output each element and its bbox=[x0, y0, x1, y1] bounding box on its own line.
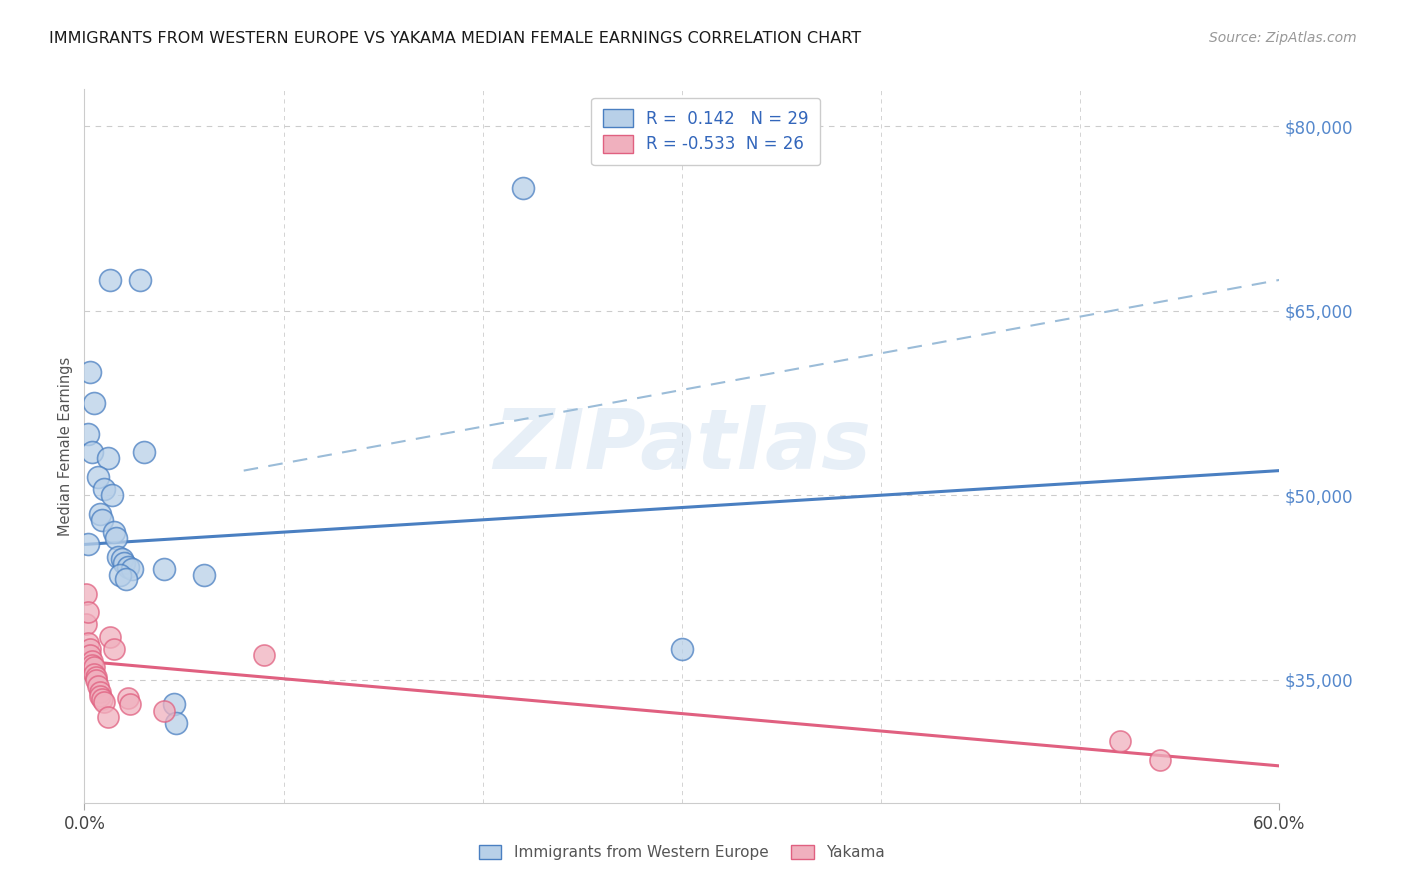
Point bbox=[82, 445, 104, 459]
Point bbox=[97, 709, 120, 723]
Point bbox=[671, 642, 693, 657]
Point bbox=[75, 617, 97, 632]
Point bbox=[121, 562, 143, 576]
Point bbox=[89, 507, 111, 521]
Point bbox=[83, 666, 105, 681]
Point bbox=[82, 654, 104, 668]
Point bbox=[77, 605, 100, 619]
Point bbox=[1109, 734, 1132, 748]
Point bbox=[111, 552, 134, 566]
Point bbox=[107, 549, 129, 564]
Point bbox=[163, 698, 186, 712]
Point bbox=[117, 691, 139, 706]
Point bbox=[153, 704, 176, 718]
Point bbox=[101, 488, 124, 502]
Point bbox=[103, 642, 125, 657]
Point bbox=[87, 469, 110, 483]
Point bbox=[253, 648, 276, 662]
Point bbox=[79, 648, 101, 662]
Point bbox=[115, 572, 138, 586]
Point bbox=[165, 715, 187, 730]
Point bbox=[117, 559, 139, 574]
Point bbox=[87, 679, 110, 693]
Text: Source: ZipAtlas.com: Source: ZipAtlas.com bbox=[1209, 31, 1357, 45]
Point bbox=[120, 698, 142, 712]
Y-axis label: Median Female Earnings: Median Female Earnings bbox=[58, 357, 73, 535]
Point bbox=[98, 273, 121, 287]
Point bbox=[98, 630, 121, 644]
Point bbox=[105, 531, 128, 545]
Point bbox=[82, 658, 104, 673]
Point bbox=[93, 482, 115, 496]
Point bbox=[89, 685, 111, 699]
Point bbox=[79, 365, 101, 379]
Point bbox=[83, 660, 105, 674]
Point bbox=[86, 673, 108, 687]
Point bbox=[83, 396, 105, 410]
Point bbox=[79, 642, 101, 657]
Point bbox=[129, 273, 152, 287]
Point bbox=[512, 180, 534, 194]
Point bbox=[89, 689, 111, 703]
Point bbox=[77, 537, 100, 551]
Point bbox=[86, 670, 108, 684]
Point bbox=[103, 525, 125, 540]
Point bbox=[132, 445, 156, 459]
Point bbox=[93, 695, 115, 709]
Legend: Immigrants from Western Europe, Yakama: Immigrants from Western Europe, Yakama bbox=[472, 839, 891, 866]
Text: ZIPatlas: ZIPatlas bbox=[494, 406, 870, 486]
Point bbox=[112, 556, 135, 570]
Point bbox=[75, 587, 97, 601]
Point bbox=[193, 568, 215, 582]
Point bbox=[77, 426, 100, 441]
Point bbox=[153, 562, 176, 576]
Point bbox=[77, 636, 100, 650]
Text: IMMIGRANTS FROM WESTERN EUROPE VS YAKAMA MEDIAN FEMALE EARNINGS CORRELATION CHAR: IMMIGRANTS FROM WESTERN EUROPE VS YAKAMA… bbox=[49, 31, 862, 46]
Point bbox=[1149, 753, 1171, 767]
Point bbox=[91, 513, 114, 527]
Point bbox=[110, 568, 132, 582]
Point bbox=[91, 692, 114, 706]
Point bbox=[97, 451, 120, 466]
